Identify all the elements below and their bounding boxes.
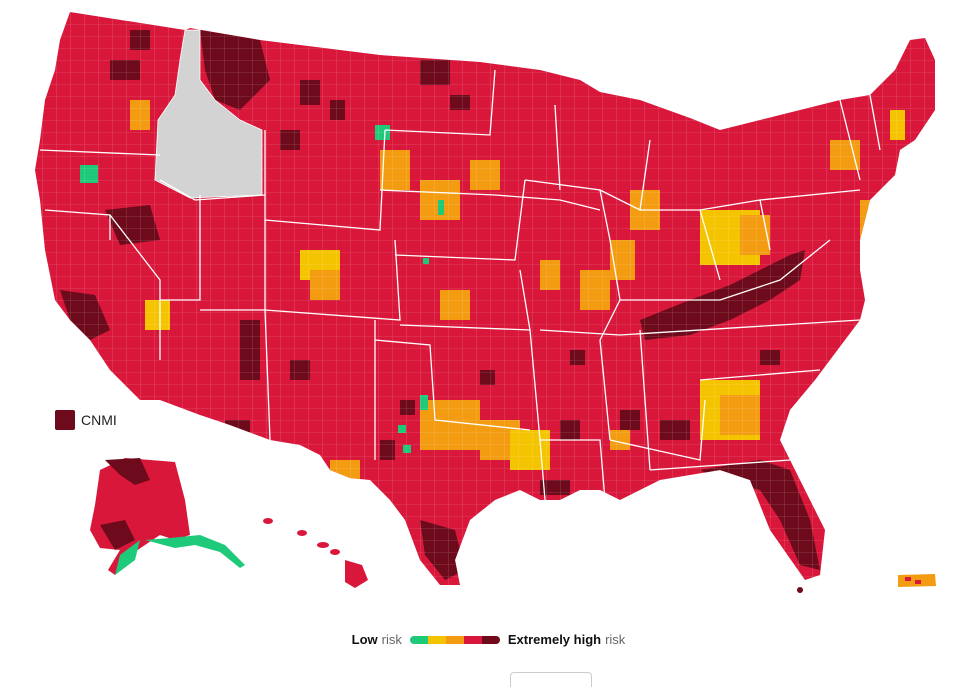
hawaii[interactable] (263, 518, 368, 588)
risk-legend: Low risk Extremely high risk (0, 632, 977, 647)
hawaii-island-kauai (263, 518, 273, 524)
alaska-extreme-south (100, 520, 135, 550)
hawaii-island-oahu (297, 530, 307, 536)
alaska-low-strip (145, 535, 245, 568)
legend-swatch-low (409, 635, 428, 644)
cnmi-swatch (55, 410, 75, 430)
legend-color-scale (409, 635, 500, 644)
legend-low-suffix: risk (381, 632, 402, 647)
territory-dot (797, 587, 803, 593)
puerto-rico-county-b (915, 580, 921, 584)
legend-swatch-substantial (445, 635, 464, 644)
legend-swatch-high (463, 635, 482, 644)
puerto-rico[interactable] (898, 574, 936, 587)
legend-high-suffix: risk (605, 632, 626, 647)
legend-low-label: Low (351, 632, 378, 647)
cnmi-label: CNMI (81, 412, 117, 428)
state-borders (39, 69, 881, 501)
cnmi-indicator[interactable]: CNMI (55, 410, 117, 430)
alaska-extreme-north (105, 458, 150, 485)
hawaii-island-molokai (317, 542, 329, 548)
legend-swatch-extremely-high (481, 635, 500, 644)
legend-swatch-moderate (427, 635, 446, 644)
puerto-rico-county-a (905, 577, 911, 581)
us-county-risk-map[interactable] (0, 0, 977, 610)
alaska-low-peninsula (115, 540, 140, 575)
hawaii-island-big (345, 560, 368, 588)
hawaii-island-maui (330, 549, 340, 555)
alaska[interactable] (90, 458, 245, 575)
legend-high-label: Extremely high (507, 632, 602, 647)
risk-map: CNMI (0, 0, 977, 610)
